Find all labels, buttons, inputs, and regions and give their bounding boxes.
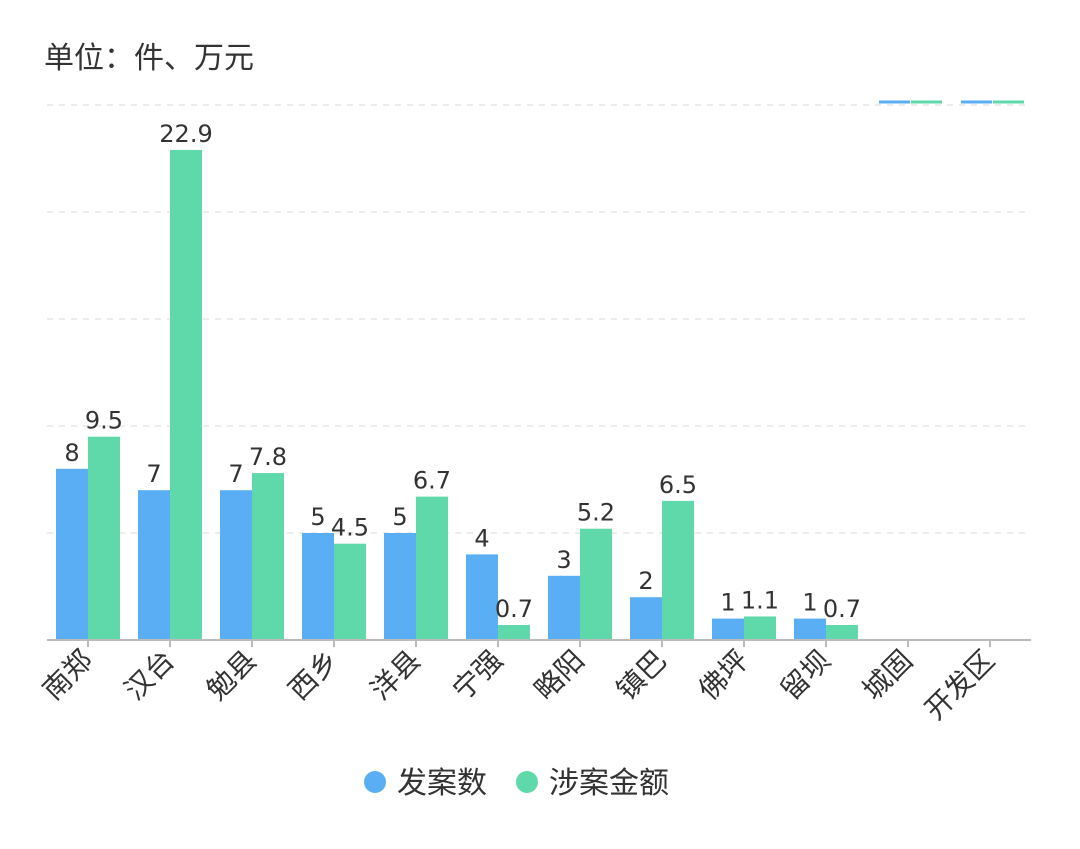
- bar-amount: [662, 500, 694, 640]
- data-label: 1: [802, 589, 817, 617]
- x-tick-label: 西乡: [282, 644, 345, 707]
- data-label: 22.9: [159, 120, 212, 148]
- bar-cases: [56, 468, 88, 640]
- data-label: 1: [720, 589, 735, 617]
- legend-marker[interactable]: [516, 771, 538, 793]
- x-tick-label: 宁强: [446, 644, 509, 707]
- x-tick-label: 镇巴: [610, 644, 673, 707]
- x-tick-label: 开发区: [918, 644, 1001, 727]
- bar-amount: [498, 625, 530, 640]
- x-tick-label: 南郑: [36, 644, 99, 707]
- data-label: 6.5: [659, 471, 697, 499]
- data-label: 0.7: [495, 595, 533, 623]
- bar-amount: [170, 149, 202, 640]
- bar-amount: [252, 473, 284, 640]
- data-label: 5: [310, 503, 325, 531]
- x-tick-label: 汉台: [118, 644, 181, 707]
- bar-amount: [826, 625, 858, 640]
- x-tick-label: 留坝: [774, 644, 837, 707]
- legend-label[interactable]: 发案数: [397, 766, 487, 801]
- data-label: 6.7: [413, 467, 451, 495]
- bar-cases: [794, 618, 826, 640]
- data-label: 7: [228, 460, 243, 488]
- data-label: 0.7: [823, 595, 861, 623]
- data-label: 8: [64, 439, 79, 467]
- x-tick-label: 洋县: [364, 644, 427, 707]
- bar-amount: [744, 616, 776, 640]
- data-label: 4: [474, 524, 489, 552]
- data-label: 7: [146, 460, 161, 488]
- bar-amount: [334, 543, 366, 640]
- bar-cases: [466, 554, 498, 640]
- x-tick-label: 佛坪: [692, 644, 755, 707]
- bar-cases: [548, 575, 580, 640]
- legend-marker[interactable]: [364, 771, 386, 793]
- data-label: 3: [556, 546, 571, 574]
- data-label: 2: [638, 567, 653, 595]
- bar-cases: [384, 533, 416, 640]
- bar-cases: [220, 490, 252, 640]
- bar-amount: [88, 436, 120, 640]
- bar-cases: [712, 618, 744, 640]
- legend-label[interactable]: 涉案金额: [549, 766, 669, 801]
- bar-cases: [302, 533, 334, 640]
- data-label: 7.8: [249, 443, 287, 471]
- bar-cases: [630, 597, 662, 640]
- x-tick-label: 勉县: [200, 644, 263, 707]
- data-label: 9.5: [85, 407, 123, 435]
- data-label: 4.5: [331, 514, 369, 542]
- data-label: 5: [392, 503, 407, 531]
- x-tick-label: 略阳: [528, 644, 591, 707]
- bar-amount: [580, 528, 612, 640]
- chart-title: 单位：件、万元: [44, 41, 254, 76]
- x-tick-label: 城固: [856, 644, 919, 707]
- data-label: 5.2: [577, 499, 615, 527]
- data-label: 1.1: [741, 586, 779, 614]
- bar-amount: [416, 496, 448, 640]
- bar-cases: [138, 490, 170, 640]
